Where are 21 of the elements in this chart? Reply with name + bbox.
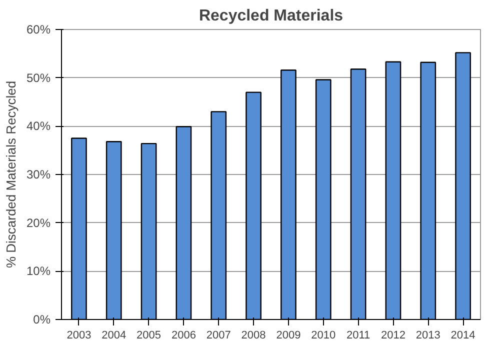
y-tick-label: 0% [33,312,51,326]
chart-title: Recycled Materials [198,8,344,24]
y-tick-label: 20% [26,216,51,230]
x-tick-label: 2004 [102,330,126,341]
x-tick-label: 2007 [206,330,231,341]
x-tick-label: 2014 [450,330,476,341]
y-tick-label: 40% [26,119,51,134]
x-tick-label: 2012 [380,330,406,341]
y-tick-label: 10% [26,264,51,278]
x-tick-label: 2008 [241,330,266,341]
x-tick-label: 2005 [136,330,162,341]
x-tick-label: 2010 [311,330,336,341]
x-tick-label: 2009 [276,330,301,341]
x-tick-label: 2013 [416,330,440,341]
x-tick-label: 2011 [346,330,370,341]
y-axis-title: % Discarded Materials Recycled [3,80,18,268]
y-tick-label: 50% [26,70,51,85]
x-tick-label: 2006 [171,330,196,341]
y-tick-label: 60% [26,22,51,36]
y-tick-label: 30% [26,168,51,182]
x-tick-label: 2003 [66,330,92,341]
